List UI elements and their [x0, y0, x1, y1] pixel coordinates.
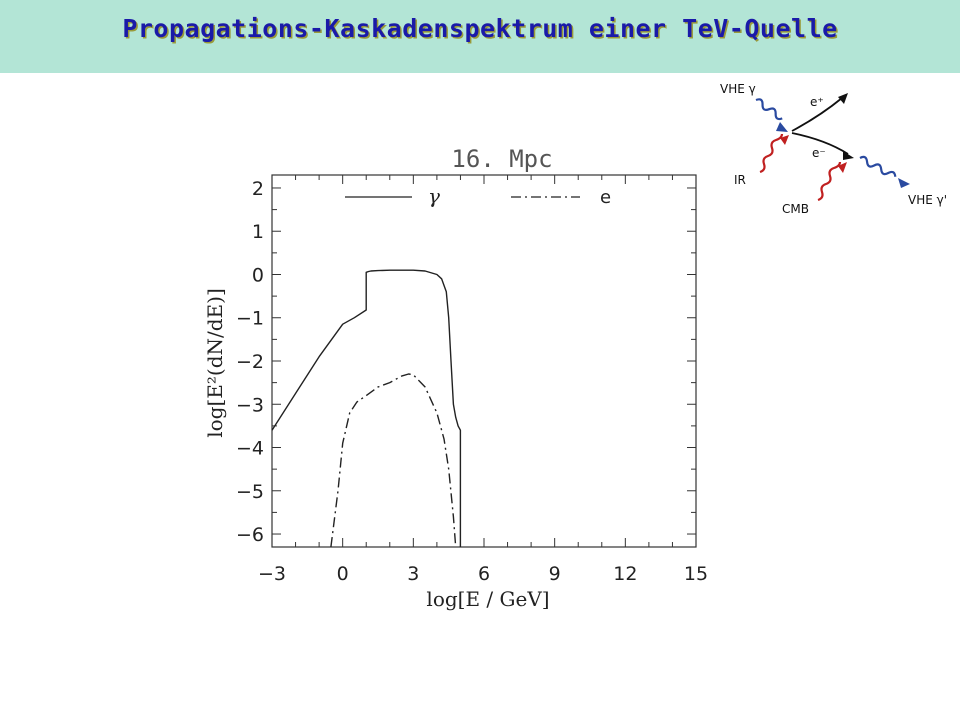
x-tick-label: 9 — [549, 563, 561, 585]
cmb-arrowhead — [838, 162, 847, 173]
series-electron-line — [330, 373, 457, 548]
title-bar — [0, 0, 960, 73]
electron-track — [791, 132, 849, 155]
series-gamma-line — [271, 269, 462, 547]
vhe-out-photon — [859, 155, 897, 177]
legend: γ e — [345, 184, 611, 208]
plot-frame — [271, 174, 697, 548]
cmb-photon — [817, 161, 842, 202]
diagram-cmb-label: CMB — [782, 202, 809, 216]
diagram-e-plus-label: e⁺ — [810, 95, 824, 109]
diagram-vhe-in-label: VHE γ — [720, 82, 756, 96]
x-tick-label: 12 — [613, 563, 637, 585]
y-tick-label: −6 — [236, 524, 264, 546]
y-tick-label: −3 — [236, 394, 264, 416]
legend-gamma-label: γ — [428, 184, 440, 208]
y-tick-label: −1 — [236, 308, 264, 330]
y-tick-label: −4 — [236, 438, 264, 460]
diagram-e-minus-label: e⁻ — [812, 146, 826, 160]
y-tick-label: 2 — [252, 178, 264, 200]
vhe-in-photon — [755, 98, 783, 121]
y-tick-label: 1 — [252, 221, 264, 243]
positron-track — [791, 97, 843, 132]
ir-photon — [759, 133, 784, 174]
x-tick-label: 15 — [684, 563, 708, 585]
x-tick-label: −3 — [258, 563, 286, 585]
interaction-diagram: VHE γ e⁺ e⁻ IR CMB VHE γ' — [720, 82, 947, 216]
x-tick-label: 6 — [478, 563, 490, 585]
electron-arrowhead — [843, 151, 854, 160]
x-axis-label: log[E / GeV] — [426, 587, 549, 611]
x-tick-label: 0 — [337, 563, 349, 585]
series-group — [271, 269, 462, 548]
diagram-ir-label: IR — [734, 173, 746, 187]
vhe-in-arrowhead — [776, 122, 788, 132]
y-tick-label: −2 — [236, 351, 264, 373]
slide-title: Propagations-Kaskadenspektrum einer TeV-… — [122, 14, 838, 43]
positron-arrowhead — [838, 93, 848, 104]
axis-ticks — [271, 175, 697, 547]
y-tick-label: −5 — [236, 481, 264, 503]
tick-labels: −3 0 3 6 9 12 15 2 1 0 −1 −2 −3 −4 −5 −6 — [236, 178, 708, 585]
chart-title: 16. Mpc — [451, 145, 552, 173]
ir-arrowhead — [780, 135, 789, 145]
diagram-vhe-out-label: VHE γ' — [908, 193, 947, 207]
x-tick-label: 3 — [407, 563, 419, 585]
y-axis-label: log[E²(dN/dE)] — [203, 288, 227, 438]
legend-e-label: e — [600, 187, 611, 208]
y-tick-label: 0 — [252, 264, 264, 286]
vhe-out-arrowhead — [898, 178, 910, 188]
